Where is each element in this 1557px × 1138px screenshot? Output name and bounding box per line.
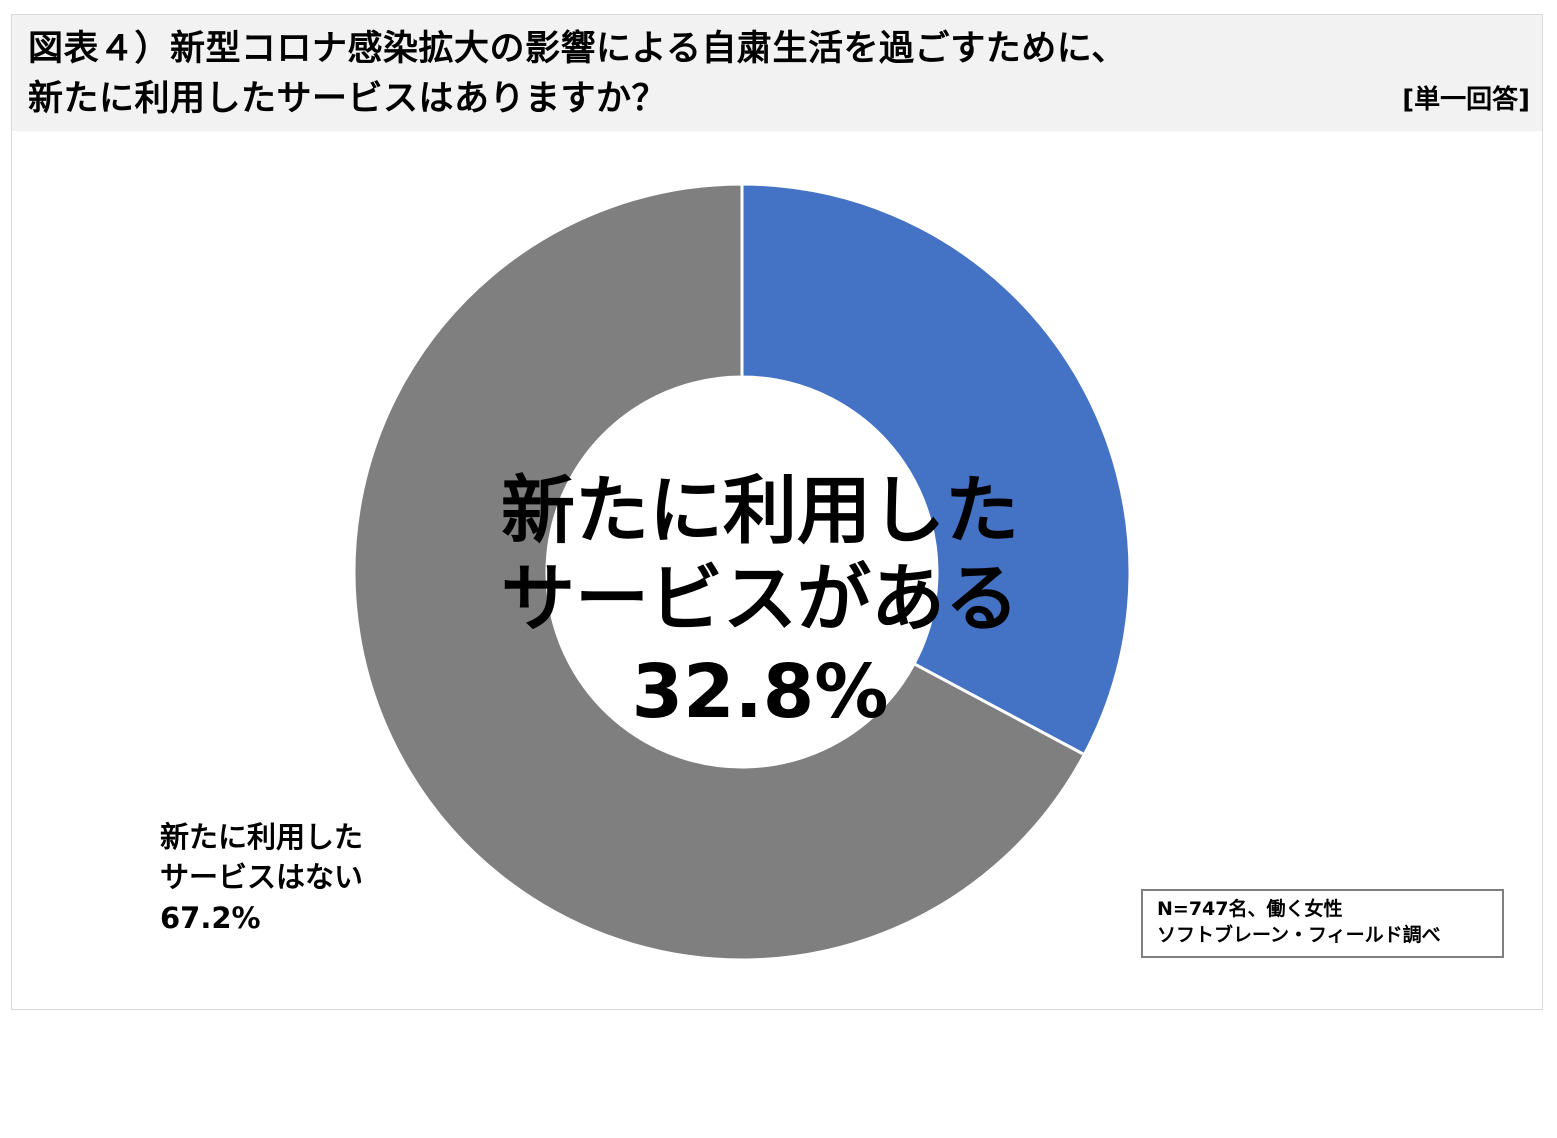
outer-label-line-2: サービスはない [160, 860, 364, 894]
donut-slices [352, 182, 1132, 962]
outer-label-value: 67.2% [160, 901, 261, 935]
source-note-line-1: N=747名、働く女性 [1157, 898, 1343, 920]
outer-label-line-1: 新たに利用した [160, 820, 364, 854]
donut-slice-1 [740, 182, 1132, 757]
chart-header: 図表４）新型コロナ感染拡大の影響による自粛生活を過ごすために、 新たに利用したサ… [12, 15, 1542, 131]
answer-type-label: [単一回答] [1402, 85, 1530, 115]
center-label-line-2: サービスがある [501, 556, 1019, 642]
donut-slice-2 [352, 182, 1087, 962]
chart-title-line-2: 新たに利用したサービスはありますか？ [28, 79, 668, 119]
center-label-value: 32.8% [631, 649, 889, 735]
chart-title-line-1: 図表４）新型コロナ感染拡大の影響による自粛生活を過ごすために、 [28, 29, 1127, 69]
source-note: N=747名、働く女性 ソフトブレーン・フィールド調べ [1141, 889, 1504, 958]
source-note-line-2: ソフトブレーン・フィールド調べ [1157, 924, 1441, 946]
center-label-line-1: 新たに利用した [501, 468, 1019, 554]
